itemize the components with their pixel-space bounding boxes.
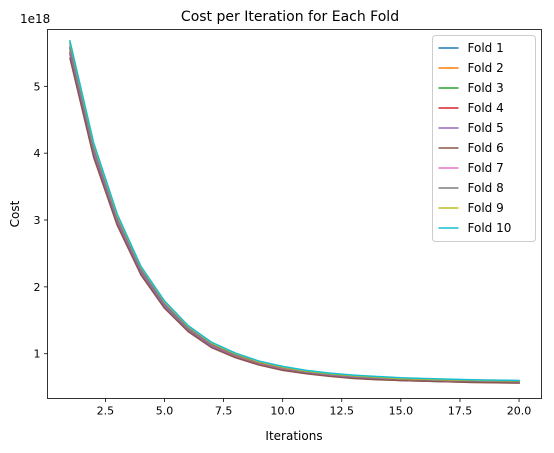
axes-frame [47, 29, 542, 399]
legend-frame [432, 35, 536, 242]
legend-entry-fold-10: Fold 10 [438, 221, 512, 235]
legend-label: Fold 2 [468, 61, 504, 75]
legend-entry-fold-2: Fold 2 [438, 61, 504, 75]
legend-label: Fold 8 [468, 181, 504, 195]
legend-entry-fold-6: Fold 6 [438, 141, 504, 155]
x-tick-label: 12.5 [330, 405, 355, 418]
legend: Fold 1 Fold 2 Fold 3 Fold 4 Fold 5 Fold 6 Fold… [432, 35, 536, 242]
legend-entry-fold-8: Fold 8 [438, 181, 504, 195]
y-axis-label: Cost [8, 200, 22, 227]
x-tick-label: 15.0 [389, 405, 414, 418]
series-line-fold-6 [69, 57, 520, 384]
y-tick-label: 2 [34, 281, 41, 294]
legend-label: Fold 5 [468, 121, 504, 135]
legend-label: Fold 1 [468, 41, 504, 55]
legend-label: Fold 7 [468, 161, 504, 175]
y-tick-label: 1 [34, 348, 41, 361]
x-tick-label: 5.0 [156, 405, 174, 418]
x-tick-label: 2.5 [97, 405, 115, 418]
x-axis-ticks: 2.5 5.0 7.5 10.0 12.5 15.0 17.5 20.0 [97, 398, 532, 418]
chart-title: Cost per Iteration for Each Fold [181, 9, 399, 25]
y-tick-label: 4 [34, 147, 41, 160]
y-tick-label: 5 [34, 80, 41, 93]
series-line-fold-10 [69, 39, 520, 382]
legend-entry-fold-9: Fold 9 [438, 201, 504, 215]
x-tick-label: 20.0 [507, 405, 532, 418]
legend-entry-fold-7: Fold 7 [438, 161, 504, 175]
x-tick-label: 7.5 [215, 405, 233, 418]
legend-entry-fold-1: Fold 1 [438, 41, 504, 55]
x-tick-label: 10.0 [270, 405, 295, 418]
y-axis-ticks: 1 2 3 4 5 [34, 80, 48, 361]
x-axis-label: Iterations [265, 429, 322, 443]
x-tick-label: 17.5 [448, 405, 473, 418]
legend-entry-fold-3: Fold 3 [438, 81, 504, 95]
legend-label: Fold 3 [468, 81, 504, 95]
legend-entry-fold-4: Fold 4 [438, 101, 504, 115]
legend-label: Fold 10 [468, 221, 512, 235]
y-axis-offset-text: 1e18 [20, 12, 50, 26]
legend-entry-fold-5: Fold 5 [438, 121, 504, 135]
legend-label: Fold 4 [468, 101, 504, 115]
legend-label: Fold 6 [468, 141, 504, 155]
legend-label: Fold 9 [468, 201, 504, 215]
y-tick-label: 3 [34, 214, 41, 227]
plot-area [69, 39, 520, 384]
